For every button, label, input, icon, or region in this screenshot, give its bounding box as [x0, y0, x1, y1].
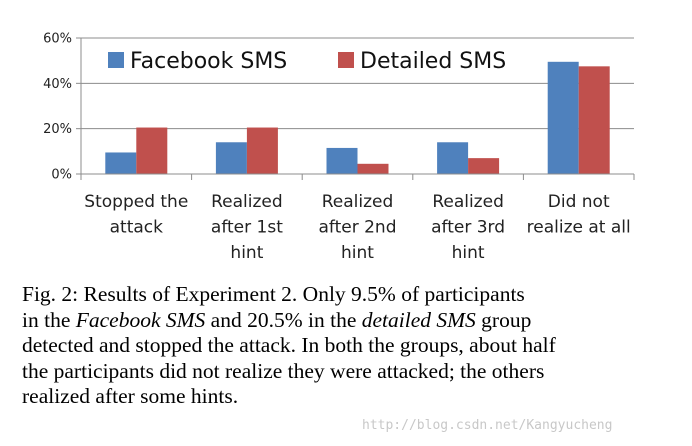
- caption-line: the participants did not realize they we…: [22, 358, 545, 383]
- axes: [76, 37, 635, 180]
- category-label: Did not realize at all: [527, 192, 631, 238]
- bar-detailed-sms: [578, 66, 610, 174]
- bar-detailed-sms: [246, 127, 278, 174]
- bar-detailed-sms: [468, 158, 500, 174]
- legend-swatch: [338, 52, 354, 68]
- bar-facebook-sms: [547, 61, 579, 174]
- category-label: Stopped the attack: [84, 192, 188, 238]
- watermark: http://blog.csdn.net/Kangyucheng: [362, 418, 613, 433]
- legend: Facebook SMS Detailed SMS: [108, 49, 506, 74]
- bars: [105, 61, 610, 174]
- legend-swatch: [108, 52, 124, 68]
- caption-line: Fig. 2: Results of Experiment 2. Only 9.…: [22, 282, 525, 306]
- caption-line: detected and stopped the attack. In both…: [22, 333, 556, 357]
- bar-facebook-sms: [437, 142, 469, 174]
- y-tick-label: 0%: [51, 168, 72, 183]
- figure-caption: Fig. 2: Results of Experiment 2. Only 9.…: [22, 282, 662, 410]
- y-tick-label: 60%: [43, 32, 72, 47]
- caption-line: realized after some hints.: [22, 384, 239, 408]
- y-tick-label: 20%: [43, 122, 72, 137]
- category-label: Realized after 3rd hint: [431, 192, 505, 263]
- bar-detailed-sms: [136, 127, 168, 174]
- y-axis-tick-labels: 0% 20% 40% 60%: [43, 32, 72, 183]
- x-axis-category-labels: Stopped the attack Realized after 1st hint Re…: [84, 192, 630, 263]
- y-tick-label: 40%: [43, 77, 72, 92]
- category-label: Realized after 2nd hint: [318, 192, 396, 263]
- legend-label: Facebook SMS: [130, 49, 287, 74]
- gridlines: [81, 37, 634, 130]
- bar-facebook-sms: [326, 147, 358, 174]
- bar-chart: 0% 20% 40% 60% Stopped the attack Realized aft…: [43, 32, 635, 263]
- bar-detailed-sms: [357, 163, 389, 174]
- caption-line: in the Facebook SMS and 20.5% in the det…: [22, 307, 532, 332]
- legend-label: Detailed SMS: [360, 49, 506, 74]
- bar-facebook-sms: [215, 142, 247, 174]
- category-label: Realized after 1st hint: [211, 192, 283, 263]
- bar-facebook-sms: [105, 152, 137, 174]
